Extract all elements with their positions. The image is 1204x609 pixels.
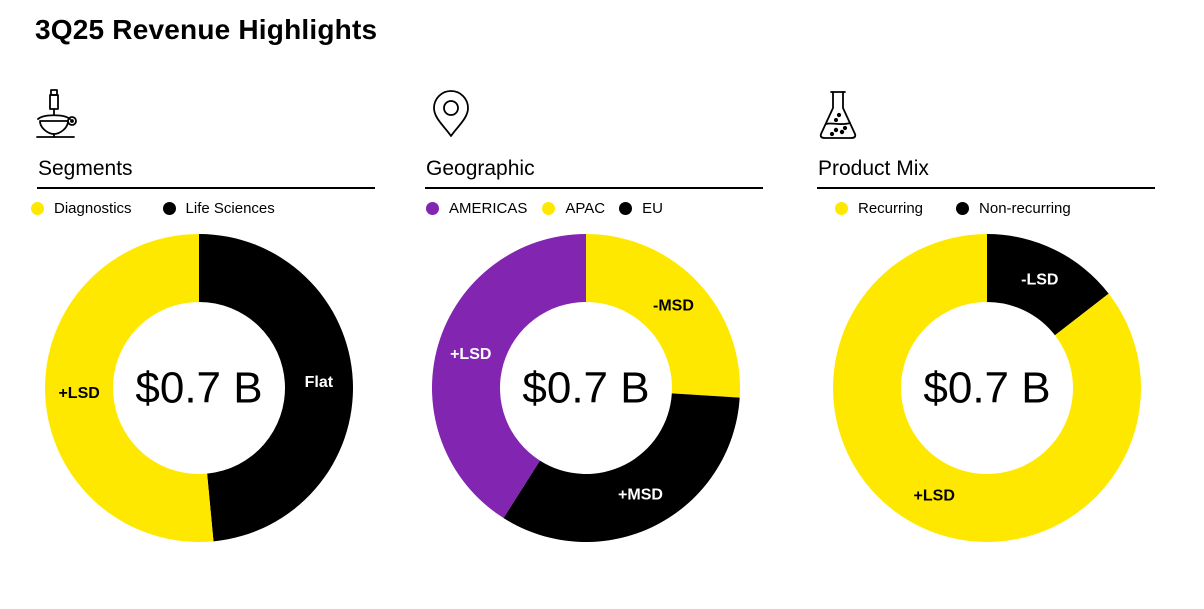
legend-label-americas: AMERICAS bbox=[449, 200, 528, 217]
donut-slice-americas bbox=[432, 234, 586, 519]
legend-item-recurring: Recurring bbox=[835, 200, 923, 217]
legend-swatch-life-sciences bbox=[162, 202, 176, 215]
legend-label-apac: APAC bbox=[565, 200, 606, 217]
slice-label-recurring: +LSD bbox=[914, 487, 955, 504]
product-mix-title: Product Mix bbox=[818, 157, 929, 180]
legend-label-eu: EU bbox=[642, 200, 663, 217]
legend-label-recurring: Recurring bbox=[858, 200, 924, 217]
legend-item-non-recurring: Non-recurring bbox=[956, 200, 1071, 217]
segments-donut-chart: Flat +LSD $0.7 B bbox=[44, 234, 353, 542]
segments-title: Segments bbox=[38, 157, 133, 180]
page-title: 3Q25 Revenue Highlights bbox=[35, 14, 378, 45]
center-value-label: $0.7 B bbox=[923, 364, 1050, 413]
slice-label-diagnostics: +LSD bbox=[58, 385, 99, 402]
legend-item-life-sciences: Life Sciences bbox=[162, 200, 275, 217]
donut-slice-eu bbox=[503, 393, 740, 542]
microscope-icon bbox=[34, 88, 80, 142]
slice-label-eu: +MSD bbox=[618, 486, 663, 503]
legend-swatch-apac bbox=[542, 202, 556, 215]
donut-slice-diagnostics bbox=[44, 234, 214, 542]
center-value-label: $0.7 B bbox=[522, 364, 649, 413]
donut-slice-apac bbox=[586, 234, 740, 398]
legend-item-americas: AMERICAS bbox=[426, 200, 527, 217]
title-divider bbox=[425, 187, 763, 189]
donut-slice-recurring bbox=[833, 234, 1141, 542]
legend-swatch-americas bbox=[426, 202, 439, 215]
slice-label-non-recurring: -LSD bbox=[1021, 272, 1058, 289]
legend-swatch-diagnostics bbox=[31, 202, 44, 215]
legend-swatch-eu bbox=[619, 202, 633, 215]
center-value-label: $0.7 B bbox=[135, 364, 262, 413]
legend-label-life-sciences: Life Sciences bbox=[185, 200, 275, 217]
slice-label-apac: -MSD bbox=[653, 297, 694, 314]
flask-icon bbox=[816, 88, 862, 142]
legend-swatch-non-recurring bbox=[956, 202, 970, 215]
legend-label-diagnostics: Diagnostics bbox=[54, 200, 132, 217]
geographic-title: Geographic bbox=[426, 157, 535, 180]
product-mix-panel: Product Mix Recurring Non-recurring -LSD… bbox=[808, 0, 1155, 609]
legend: Recurring Non-recurring bbox=[835, 200, 1071, 217]
legend-swatch-recurring bbox=[835, 202, 848, 215]
slice-label-americas: +LSD bbox=[450, 346, 491, 363]
legend: AMERICAS APAC EU bbox=[426, 200, 663, 217]
slice-label-life-sciences: Flat bbox=[305, 374, 334, 391]
location-pin-icon bbox=[424, 88, 470, 142]
legend-item-diagnostics: Diagnostics bbox=[31, 200, 132, 217]
title-divider bbox=[37, 187, 375, 189]
segments-panel: Segments Diagnostics Life Sciences Flat +… bbox=[28, 0, 375, 609]
legend-item-eu: EU bbox=[619, 200, 663, 217]
geographic-panel: Geographic AMERICAS APAC EU -MSD +MSD +LSD… bbox=[416, 0, 763, 609]
legend-label-non-recurring: Non-recurring bbox=[979, 200, 1071, 217]
product-mix-donut-chart: -LSD +LSD $0.7 B bbox=[833, 234, 1141, 542]
geographic-donut-chart: -MSD +MSD +LSD $0.7 B bbox=[432, 234, 740, 542]
donut-slice-life-sciences bbox=[199, 234, 353, 542]
legend-item-apac: APAC bbox=[542, 200, 605, 217]
legend: Diagnostics Life Sciences bbox=[31, 200, 275, 217]
title-divider bbox=[817, 187, 1155, 189]
donut-slice-non-recurring bbox=[987, 234, 1109, 336]
